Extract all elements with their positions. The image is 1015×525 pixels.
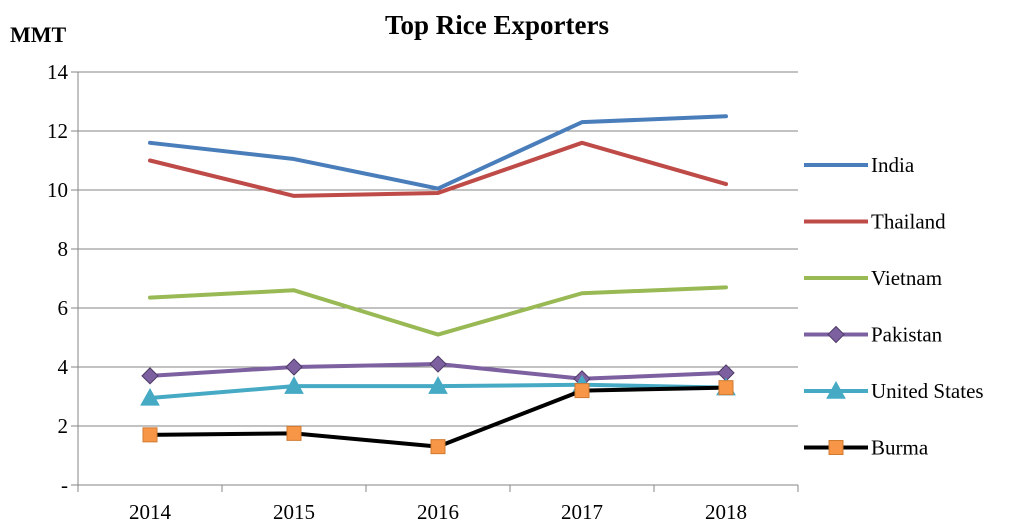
data-point <box>142 427 158 443</box>
legend-item-united-states: United States <box>804 379 984 403</box>
legend-marker <box>828 440 844 455</box>
data-series <box>140 114 736 455</box>
legend-marker <box>827 325 845 344</box>
y-tick-label: 8 <box>58 237 69 261</box>
y-tick-label: 12 <box>47 119 68 143</box>
y-tick-label: 4 <box>58 355 69 379</box>
y-axis-ticks: - 2 4 6 8 10 12 14 <box>47 60 78 497</box>
x-tick-label: 2018 <box>705 500 747 524</box>
y-axis-unit-label: MMT <box>10 22 67 47</box>
legend-label: Vietnam <box>871 266 942 290</box>
y-tick-label: 6 <box>58 296 69 320</box>
x-tick-label: 2017 <box>561 500 603 524</box>
x-tick-label: 2015 <box>273 500 315 524</box>
series-india <box>148 114 728 191</box>
y-tick-label: - <box>61 473 68 497</box>
legend-item-thailand: Thailand <box>804 210 946 234</box>
data-point <box>284 376 304 394</box>
series-line <box>148 385 728 449</box>
y-tick-label: 14 <box>47 60 69 84</box>
data-point <box>428 376 448 394</box>
data-point <box>430 439 446 455</box>
chart-title: Top Rice Exporters <box>385 10 609 40</box>
legend-marker <box>826 380 846 399</box>
series-line <box>148 140 728 198</box>
legend-label: Thailand <box>871 210 946 234</box>
legend-item-vietnam: Vietnam <box>804 266 942 290</box>
series-line <box>148 285 728 337</box>
data-point <box>429 355 447 373</box>
axes <box>77 72 798 486</box>
data-point <box>718 380 734 396</box>
series-line <box>148 114 728 191</box>
legend: India Thailand Vietnam Pakistan United State… <box>804 153 984 460</box>
series-vietnam <box>148 285 728 337</box>
y-tick-label: 2 <box>58 414 69 438</box>
series-burma <box>142 380 734 455</box>
legend-label: United States <box>871 379 984 403</box>
data-point <box>140 387 160 406</box>
x-axis-ticks: 2014 2015 2016 2017 2018 <box>77 485 799 524</box>
legend-label: Pakistan <box>871 323 943 347</box>
legend-label: Burma <box>871 436 929 460</box>
x-tick-label: 2016 <box>417 500 459 524</box>
x-tick-label: 2014 <box>129 500 172 524</box>
legend-item-india: India <box>804 153 915 177</box>
legend-item-burma: Burma <box>804 436 929 460</box>
data-point <box>285 358 303 376</box>
data-point <box>286 425 302 441</box>
y-tick-label: 10 <box>47 178 68 202</box>
legend-item-pakistan: Pakistan <box>804 323 943 347</box>
legend-label: India <box>871 153 915 177</box>
data-point <box>141 367 159 385</box>
data-point <box>574 383 590 399</box>
series-thailand <box>148 140 728 198</box>
